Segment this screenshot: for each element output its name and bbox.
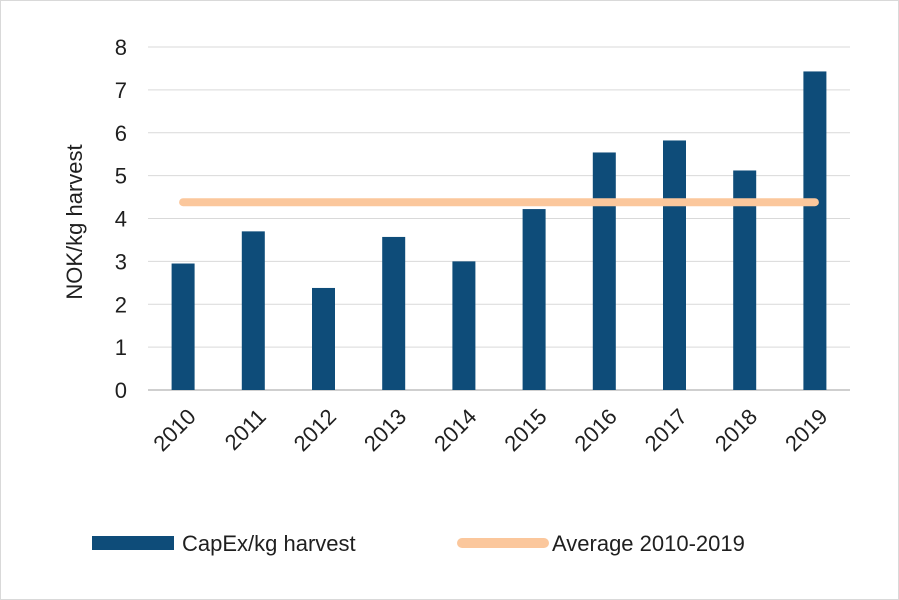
bar bbox=[382, 236, 406, 390]
x-tick-label: 2010 bbox=[148, 404, 200, 456]
y-tick-label: 8 bbox=[115, 35, 127, 60]
bar bbox=[312, 287, 335, 390]
legend-label-bars: CapEx/kg harvest bbox=[182, 531, 356, 556]
bar bbox=[241, 231, 265, 390]
x-tick-label: 2019 bbox=[780, 404, 832, 456]
x-tick-label: 2015 bbox=[499, 404, 551, 456]
bar bbox=[663, 140, 686, 390]
legend-swatch-bars bbox=[92, 536, 174, 550]
x-tick-label: 2016 bbox=[570, 404, 622, 456]
y-tick-label: 0 bbox=[115, 378, 127, 403]
y-tick-label: 5 bbox=[115, 164, 127, 189]
y-tick-label: 1 bbox=[115, 335, 127, 360]
x-tick-label: 2011 bbox=[220, 404, 271, 455]
x-tick-labels: 2010 2011 2012 2013 2014 2015 2016 2017 2018 2019 bbox=[148, 404, 832, 456]
bar bbox=[592, 152, 616, 390]
x-tick-label: 2018 bbox=[710, 404, 762, 456]
x-tick-label: 2014 bbox=[429, 404, 481, 456]
bar bbox=[733, 170, 757, 390]
gridlines bbox=[148, 46, 850, 391]
x-tick-label: 2012 bbox=[289, 404, 341, 456]
bar bbox=[171, 263, 195, 390]
y-tick-label: 4 bbox=[115, 207, 127, 232]
bar bbox=[803, 71, 827, 390]
y-axis-title: NOK/kg harvest bbox=[62, 144, 87, 299]
y-tick-labels: 0 1 2 3 4 5 6 7 8 bbox=[115, 35, 127, 403]
bar bbox=[522, 209, 546, 390]
x-tick-label: 2013 bbox=[359, 404, 411, 456]
bar bbox=[452, 261, 476, 390]
legend-label-average: Average 2010-2019 bbox=[552, 531, 745, 556]
y-tick-label: 2 bbox=[115, 292, 127, 317]
bars bbox=[171, 71, 827, 390]
y-tick-label: 3 bbox=[115, 249, 127, 274]
y-tick-label: 7 bbox=[115, 78, 127, 103]
y-tick-label: 6 bbox=[115, 121, 127, 146]
x-tick-label: 2017 bbox=[640, 404, 692, 456]
legend: CapEx/kg harvest Average 2010-2019 bbox=[92, 531, 745, 556]
